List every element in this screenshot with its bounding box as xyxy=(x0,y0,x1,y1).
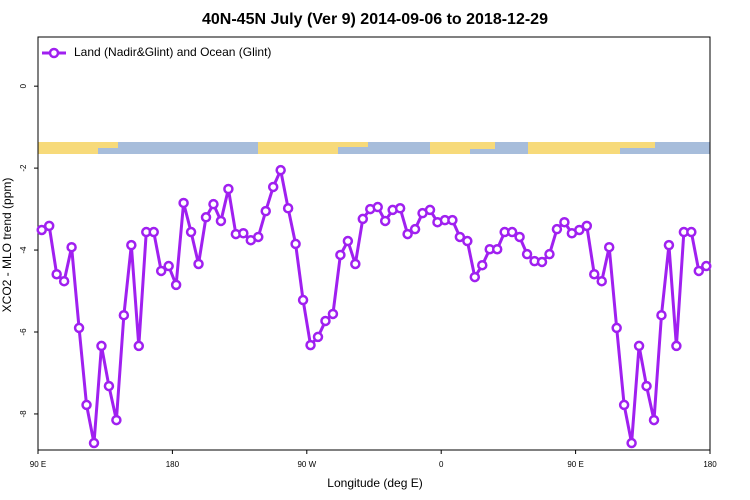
data-point xyxy=(514,231,525,243)
x-axis-label: Longitude (deg E) xyxy=(327,476,422,490)
data-point xyxy=(43,220,55,232)
data-point xyxy=(648,414,660,426)
data-point xyxy=(170,279,182,291)
data-point xyxy=(350,258,361,270)
y-tick-label: -4 xyxy=(19,246,28,254)
data-point xyxy=(589,268,600,280)
data-point xyxy=(626,437,637,449)
x-tick-label: 90 E xyxy=(30,460,46,469)
y-tick-label: 0 xyxy=(19,83,28,88)
data-point xyxy=(155,265,167,277)
data-point xyxy=(663,239,675,251)
data-point xyxy=(574,224,585,236)
data-point xyxy=(551,223,563,235)
data-point xyxy=(536,256,548,268)
data-point xyxy=(178,197,189,209)
data-point xyxy=(290,238,301,250)
data-point xyxy=(88,437,100,449)
data-point xyxy=(73,322,85,334)
data-point xyxy=(447,214,458,226)
data-point xyxy=(208,198,219,210)
data-point xyxy=(297,294,309,306)
data-point xyxy=(491,243,503,255)
data-point xyxy=(656,309,667,321)
data-point xyxy=(126,239,137,251)
data-point xyxy=(596,275,607,287)
data-point xyxy=(133,340,145,352)
data-point xyxy=(402,228,413,240)
x-tick-label: 180 xyxy=(166,460,180,469)
data-point xyxy=(618,399,630,411)
legend-marker xyxy=(48,47,60,59)
data-point xyxy=(275,164,286,176)
data-point xyxy=(193,258,204,270)
data-point xyxy=(223,183,234,195)
data-point xyxy=(320,315,331,327)
data-point xyxy=(81,399,92,411)
data-point xyxy=(111,414,122,426)
data-point xyxy=(544,248,555,260)
data-point xyxy=(394,203,406,214)
data-point xyxy=(312,331,324,343)
data-point xyxy=(462,235,473,247)
data-point xyxy=(118,309,130,321)
chart-title: 40N-45N July (Ver 9) 2014-09-06 to 2018-… xyxy=(202,11,548,28)
data-point xyxy=(641,380,652,392)
data-point xyxy=(379,215,391,227)
legend-label: Land (Nadir&Glint) and Ocean (Glint) xyxy=(74,45,271,59)
data-point xyxy=(36,224,47,236)
data-point xyxy=(148,226,159,238)
data-point xyxy=(409,223,421,235)
y-tick-label: -8 xyxy=(19,410,28,418)
data-point xyxy=(335,249,346,261)
x-tick-label: 90 E xyxy=(567,460,583,469)
data-point xyxy=(454,231,466,243)
data-point xyxy=(238,228,249,239)
x-tick-label: 90 W xyxy=(297,460,316,469)
data-point xyxy=(506,226,518,238)
data-point xyxy=(611,322,622,334)
y-tick-label: -6 xyxy=(19,328,28,336)
x-tick-label: 0 xyxy=(439,460,444,469)
data-point xyxy=(671,340,682,352)
data-point xyxy=(163,260,174,272)
data-point xyxy=(686,226,697,238)
data-point xyxy=(424,204,436,216)
data-point xyxy=(603,241,615,253)
y-axis-label: XCO2 - MLO trend (ppm) xyxy=(0,178,14,313)
plot-frame xyxy=(37,36,711,451)
data-point xyxy=(701,260,712,272)
data-point xyxy=(253,231,264,243)
data-point xyxy=(581,220,593,232)
x-tick-label: 180 xyxy=(703,460,717,469)
data-point xyxy=(633,340,645,352)
data-point xyxy=(260,205,271,217)
data-point xyxy=(521,248,533,260)
data-point xyxy=(342,235,354,247)
data-point xyxy=(372,201,383,213)
data-point xyxy=(267,181,279,193)
data-point xyxy=(103,380,115,392)
data-point xyxy=(559,216,570,228)
data-point xyxy=(66,241,77,253)
data-point xyxy=(282,203,294,214)
data-point xyxy=(215,215,227,227)
y-tick-label: -2 xyxy=(19,164,28,172)
data-point xyxy=(200,212,212,223)
data-point xyxy=(96,340,107,352)
data-point xyxy=(469,271,481,283)
data-point xyxy=(327,308,339,320)
data-point xyxy=(357,213,369,225)
data-point xyxy=(305,339,316,351)
data-point xyxy=(693,265,705,277)
data-point xyxy=(58,275,70,287)
data-point xyxy=(185,226,197,238)
data-point xyxy=(477,259,488,271)
land-ocean-strip xyxy=(38,142,710,154)
data-point xyxy=(51,268,62,280)
